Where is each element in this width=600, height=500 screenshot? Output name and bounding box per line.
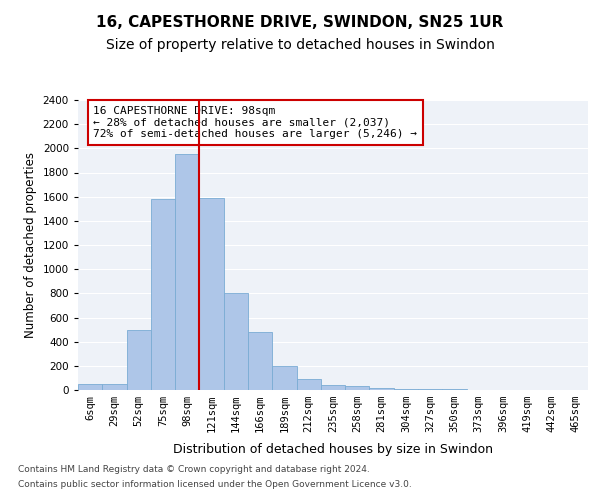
Bar (199, 198, 224, 390)
Text: Contains public sector information licensed under the Open Government Licence v3: Contains public sector information licen… (18, 480, 412, 489)
Text: 16, CAPESTHORNE DRIVE, SWINDON, SN25 1UR: 16, CAPESTHORNE DRIVE, SWINDON, SN25 1UR (97, 15, 503, 30)
Bar (78, 384, 102, 390)
Bar (248, 332, 272, 390)
Bar (370, 388, 394, 390)
Text: 16 CAPESTHORNE DRIVE: 98sqm
← 28% of detached houses are smaller (2,037)
72% of : 16 CAPESTHORNE DRIVE: 98sqm ← 28% of det… (94, 106, 418, 139)
Bar (102, 384, 127, 390)
Bar (127, 330, 151, 390)
Bar (151, 199, 175, 390)
Bar (394, 389, 418, 390)
Text: Contains HM Land Registry data © Crown copyright and database right 2024.: Contains HM Land Registry data © Crown c… (18, 465, 370, 474)
Y-axis label: Number of detached properties: Number of detached properties (24, 152, 37, 338)
Text: Distribution of detached houses by size in Swindon: Distribution of detached houses by size … (173, 442, 493, 456)
Bar (175, 154, 199, 390)
Bar (321, 385, 345, 390)
Text: Size of property relative to detached houses in Swindon: Size of property relative to detached ho… (106, 38, 494, 52)
Bar (224, 294, 248, 390)
Bar (272, 366, 296, 390)
Bar (345, 386, 370, 390)
Bar (296, 379, 321, 390)
